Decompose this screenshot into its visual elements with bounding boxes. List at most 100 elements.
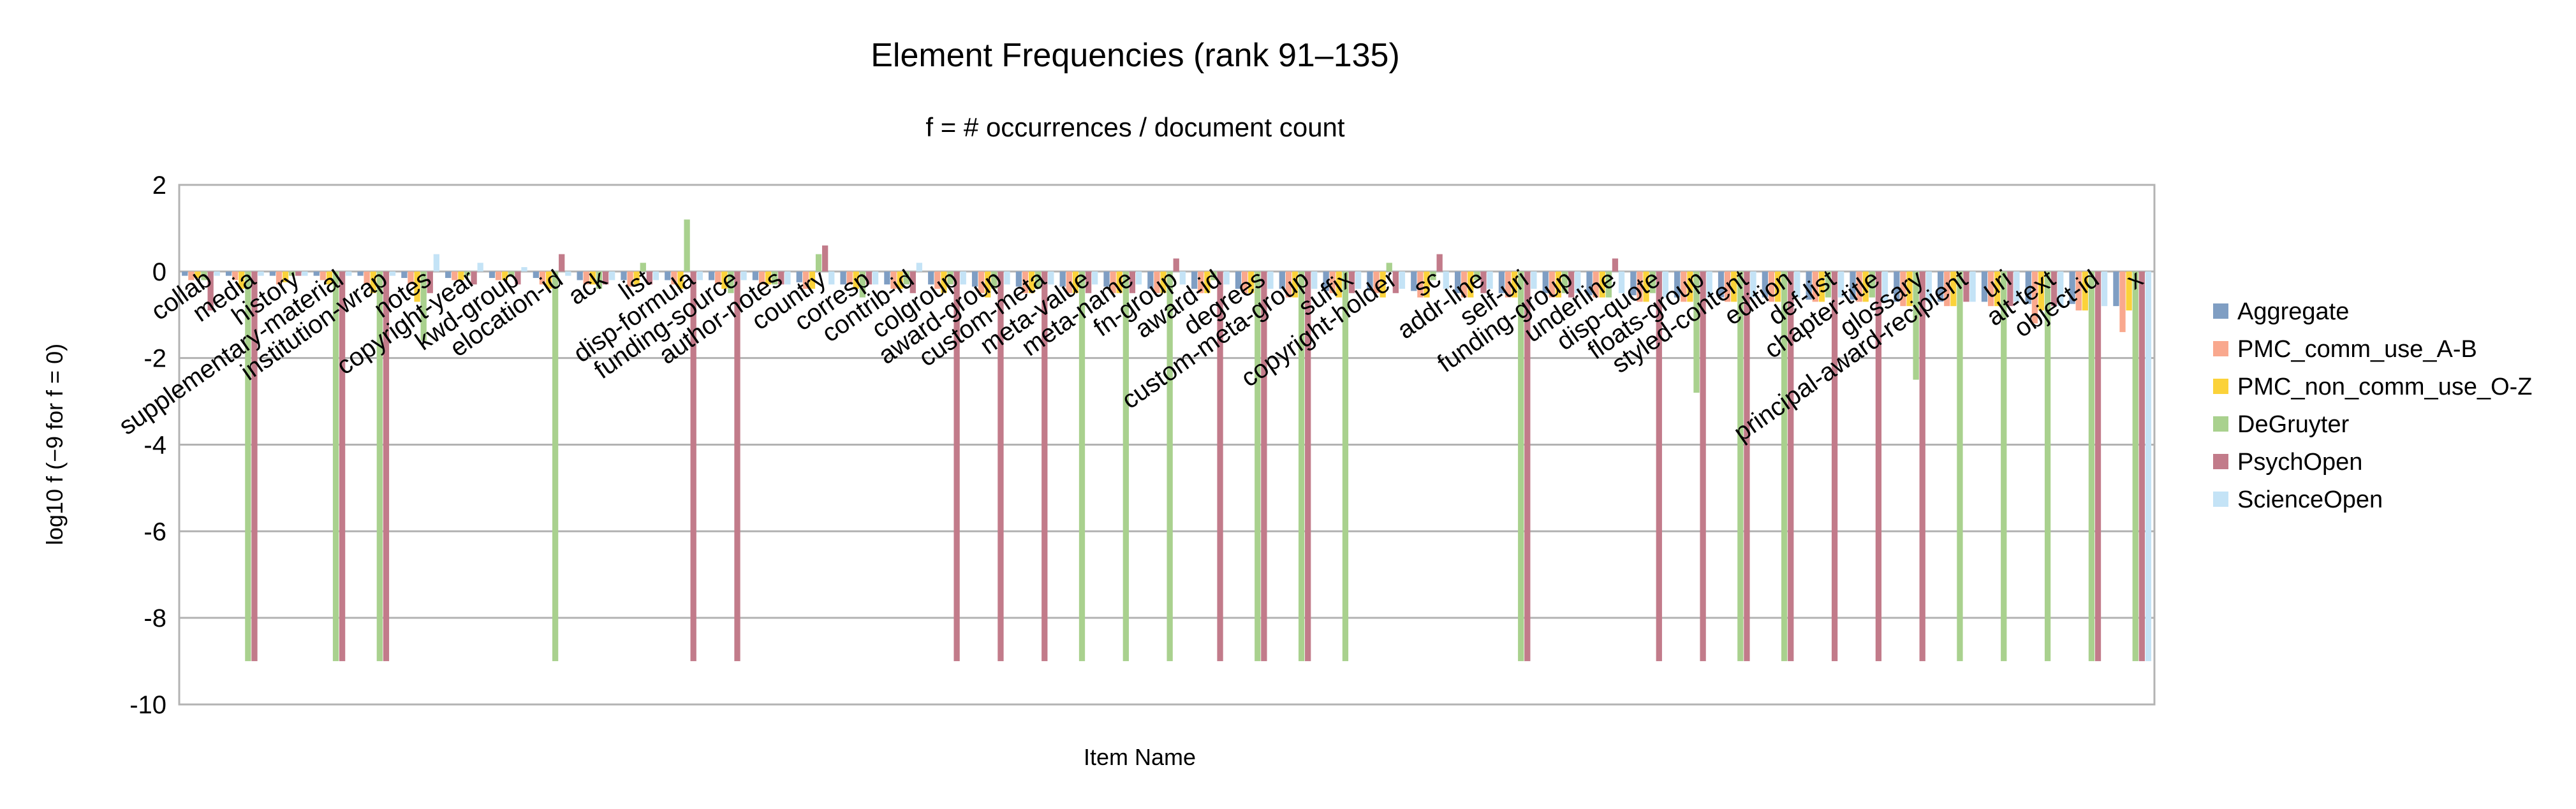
bar [383,271,390,662]
bar [1768,271,1775,302]
y-tick-label: 0 [152,258,166,286]
bar [195,271,201,279]
bar [960,271,966,285]
bar [207,271,214,310]
bars [182,219,2152,662]
bar [1762,271,1769,298]
bar [339,271,346,662]
bar [239,271,245,289]
bar [884,271,890,285]
bar [1235,271,1242,289]
bar [1066,271,1072,293]
bar [452,271,458,281]
bar [2113,271,2119,307]
bar [2094,271,2101,662]
bar [758,271,765,285]
bar [1261,271,1267,662]
bar [1078,271,1086,662]
bar [1524,271,1531,662]
chart-subtitle: f = # occurrences / document count [925,112,1345,142]
bar [458,271,464,281]
bar [815,254,822,272]
bar [289,271,295,276]
bar [822,245,828,272]
bar [1944,271,1950,307]
bar [1919,271,1925,662]
bar [1392,271,1399,293]
bar [1555,271,1562,298]
bar [495,271,502,281]
bar [302,271,308,276]
bar [1204,271,1211,293]
bar [872,271,879,285]
bar [269,271,276,276]
bar [596,271,603,289]
bar [2031,271,2038,324]
y-tick-label: -4 [144,432,166,460]
bar [1894,271,1900,302]
legend-swatch [2213,379,2228,394]
bar [1092,271,1098,285]
bar [364,271,370,285]
bar [802,271,809,289]
bar [633,271,640,285]
y-tick-label: -8 [144,604,166,632]
bar [985,271,991,298]
y-axis-title: log10 f (−9 for f = 0) [41,344,68,545]
bar [1706,271,1712,298]
bar [1386,263,1392,272]
bar [1348,271,1355,293]
x-axis-title: Item Name [1084,744,1196,770]
bar [2119,271,2126,332]
bar [1292,271,1299,298]
bar [1875,271,1882,662]
bar [1862,271,1869,302]
legend-label: PsychOpen [2237,449,2362,476]
bar [709,271,715,281]
bar [1725,271,1731,302]
bar [1599,271,1605,298]
bar [427,271,433,293]
legend-swatch [2213,454,2228,469]
bar [916,263,923,272]
bar [420,271,427,341]
bar [1649,271,1656,293]
bar [859,271,866,298]
bar [1116,271,1122,293]
bar [1342,271,1349,662]
bar [1505,271,1512,298]
bar [515,271,521,285]
bar [1285,271,1292,298]
bar [1856,271,1862,302]
bar [1279,271,1285,289]
bar [1267,271,1274,289]
bar [2044,271,2051,662]
bar [2138,271,2145,662]
bar [414,271,420,302]
bar [539,271,546,285]
bar [502,271,508,281]
bar [853,271,859,289]
bar [1399,271,1406,289]
bar [1028,271,1035,293]
bar [1417,271,1424,298]
bar [1122,271,1129,662]
bar [201,271,207,281]
bar [1838,271,1844,298]
bar [1474,271,1480,281]
bar [840,271,846,285]
bar [489,271,496,279]
bar [2101,271,2108,307]
bar [370,271,376,293]
bar [1549,271,1555,298]
bar [1004,271,1010,285]
bar [389,271,396,276]
bar [1674,271,1681,298]
bar [1561,271,1568,293]
bar [2001,271,2007,662]
bar [890,271,897,289]
y-axis-ticks: 2 0 -2 -4 -6 -8 -10 [129,171,166,719]
bar [1744,271,1750,662]
bar [2082,271,2088,310]
